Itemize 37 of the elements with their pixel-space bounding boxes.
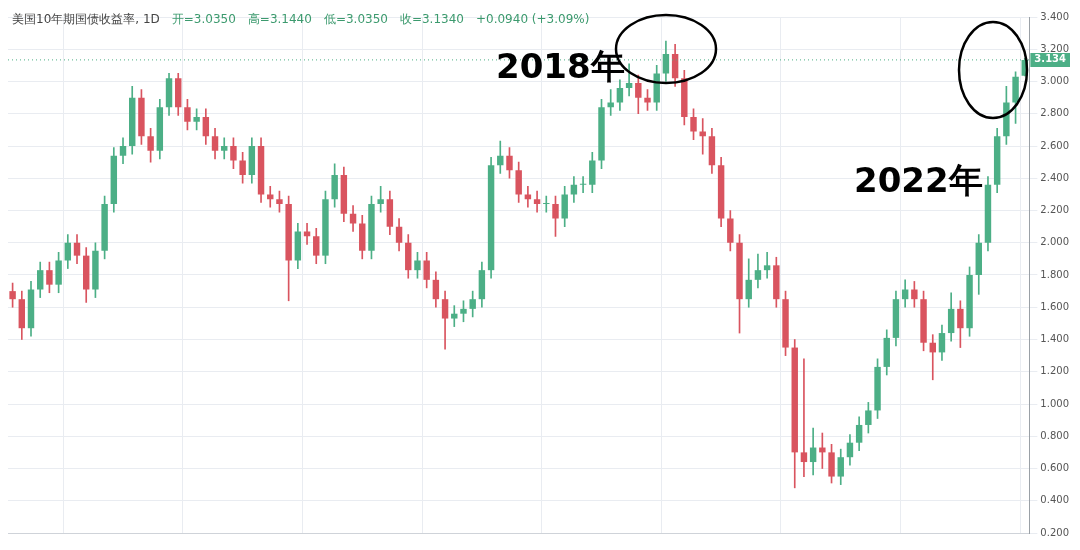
candlestick bbox=[543, 195, 550, 213]
annotation: 收=3.1340 bbox=[399, 12, 464, 26]
candlestick bbox=[763, 252, 771, 279]
y-tick-label: 3.200 bbox=[1040, 42, 1070, 54]
candlestick bbox=[625, 63, 633, 97]
annotation: 开=3.0350 bbox=[171, 12, 236, 26]
annotation: +0.0940 (+3.09%) bbox=[475, 12, 590, 26]
y-tick-label: 3.400 bbox=[1040, 10, 1070, 22]
y-tick-label: 2.200 bbox=[1040, 204, 1070, 216]
y-tick-label: 1.800 bbox=[1040, 268, 1070, 280]
y-tick-label: 1.200 bbox=[1040, 365, 1070, 377]
annotation: 2022年 bbox=[854, 159, 983, 202]
candlestick bbox=[303, 223, 311, 245]
y-tick-label: 0.200 bbox=[1040, 526, 1070, 538]
y-tick-label: 2.800 bbox=[1040, 107, 1070, 119]
y-tick-label: 1.000 bbox=[1040, 397, 1070, 409]
y-tick-label: 2.000 bbox=[1040, 236, 1070, 248]
y-tick-label: 2.400 bbox=[1040, 171, 1070, 183]
annotation: 高=3.1440 bbox=[247, 12, 312, 26]
y-tick-label: 0.800 bbox=[1040, 429, 1070, 441]
y-tick-label: 0.400 bbox=[1040, 494, 1070, 506]
y-tick-label: 2.600 bbox=[1040, 139, 1070, 151]
y-tick-label: 1.600 bbox=[1040, 300, 1070, 312]
candlestick bbox=[579, 176, 587, 194]
y-tick-label: 1.400 bbox=[1040, 333, 1070, 345]
y-tick-label: 0.600 bbox=[1040, 462, 1070, 474]
candlestick bbox=[800, 358, 808, 477]
candlestick bbox=[451, 305, 458, 327]
annotation: 低=3.0350 bbox=[323, 12, 388, 26]
chart-title: 美国10年期国债收益率, 1D bbox=[12, 12, 160, 26]
annotation: 2018年 bbox=[496, 45, 625, 88]
candlestick bbox=[524, 185, 532, 208]
candlestick bbox=[699, 118, 706, 155]
candlestick bbox=[267, 185, 274, 208]
ref-line-label: 3.134 bbox=[1034, 53, 1067, 65]
candlestick bbox=[607, 89, 614, 116]
y-tick-label: 3.000 bbox=[1040, 75, 1070, 87]
